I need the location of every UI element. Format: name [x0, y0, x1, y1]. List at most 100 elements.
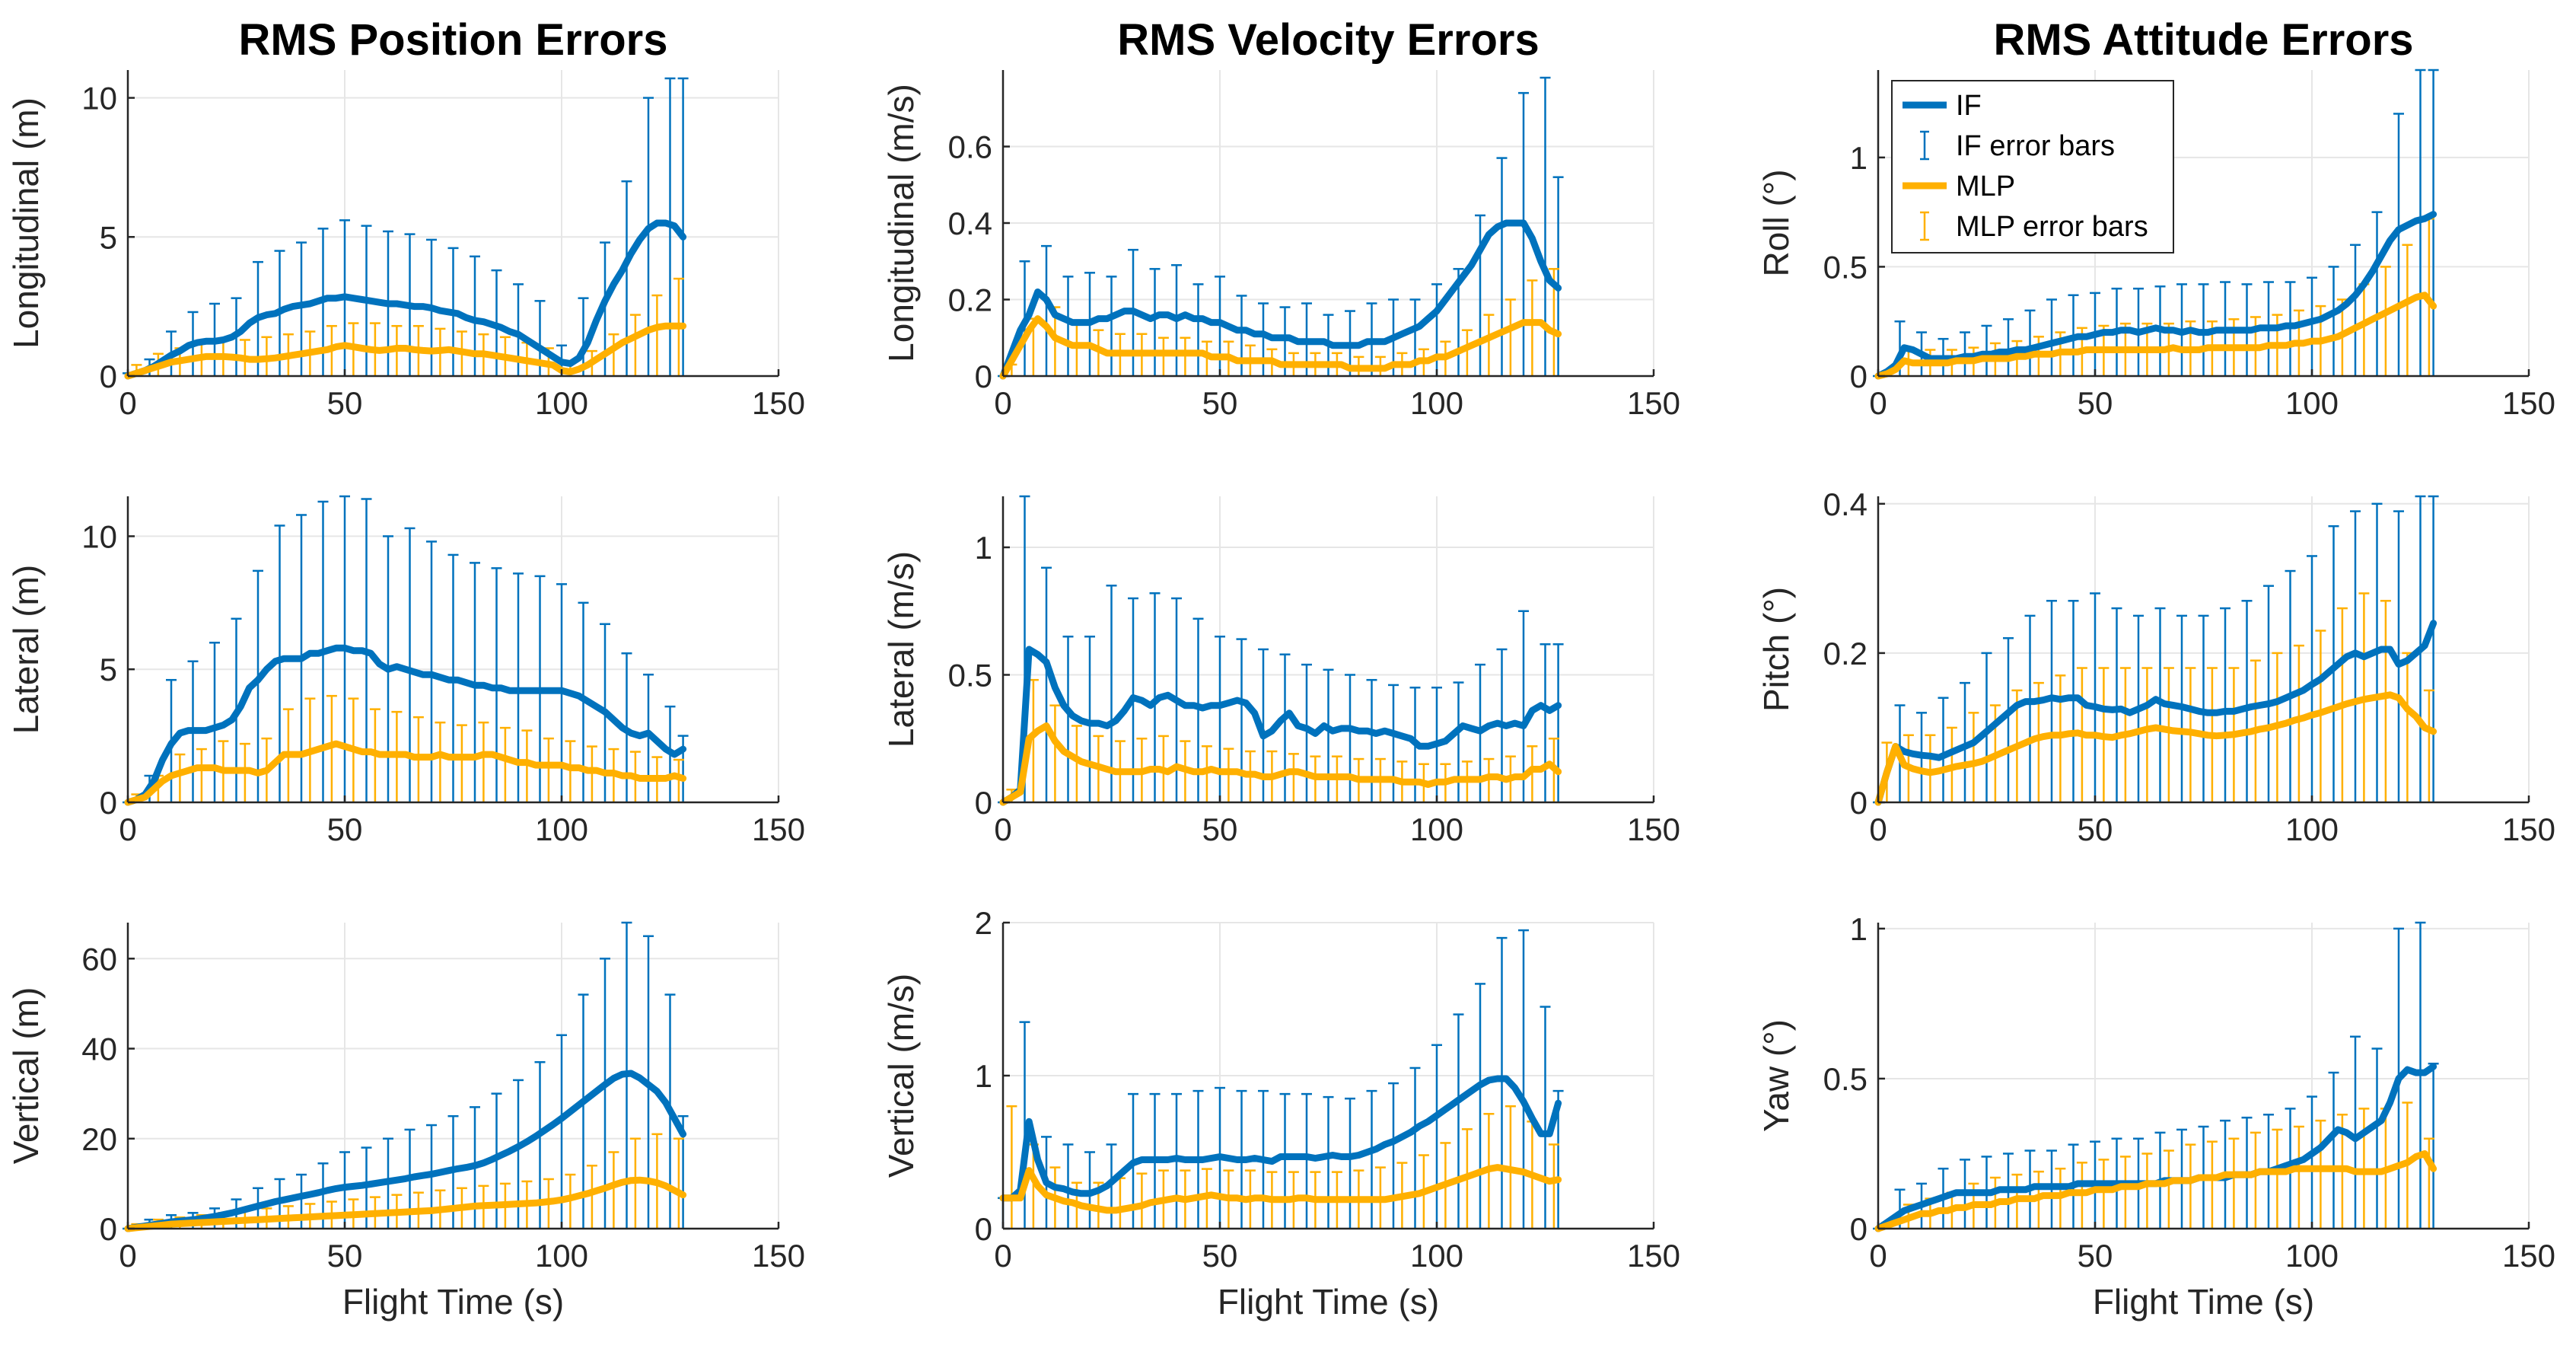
chart-3-x-tick-label: 50 [2078, 385, 2113, 421]
chart-3-x-tick-label: 150 [2502, 385, 2555, 421]
chart-4-x-tick-label: 150 [752, 811, 805, 847]
chart-6-series-mlp [1874, 691, 2437, 806]
chart-2-y-tick-label: 0.2 [948, 282, 992, 318]
chart-6-x-tick-label: 0 [1869, 811, 1887, 847]
chart-7-series-mlp [124, 1176, 687, 1232]
chart-9-x-tick-label: 150 [2502, 1238, 2555, 1274]
chart-4-x-tick-label: 100 [535, 811, 588, 847]
chart-2-title: RMS Velocity Errors [1117, 15, 1539, 65]
chart-3-y-tick-label: 0 [1850, 359, 1868, 394]
chart-6-y-tick-label: 0.2 [1823, 636, 1868, 671]
chart-3-y-axis-label: Roll (°) [1756, 169, 1796, 276]
chart-3-series-if [1874, 211, 2437, 380]
chart-1-y-axis-label: Longitudinal (m) [6, 97, 46, 349]
chart-3-y-tick-label: 0.5 [1823, 249, 1868, 285]
chart-2-series-if [999, 219, 1562, 380]
chart-9-x-axis-label: Flight Time (s) [2093, 1282, 2314, 1322]
chart-7-y-tick-label: 40 [81, 1031, 117, 1067]
chart-4-x-tick-label: 0 [119, 811, 136, 847]
chart-7-x-axis-label: Flight Time (s) [342, 1282, 564, 1322]
chart-3-y-tick-label: 1 [1850, 140, 1868, 176]
chart-5-x-tick-label: 100 [1410, 811, 1463, 847]
chart-8: 0 50 100 150 0 1 2 Vertical (m/s) Flight Time (s… [881, 905, 1680, 1322]
chart-8-x-tick-label: 100 [1410, 1238, 1463, 1274]
chart-5-series-mlp [999, 722, 1562, 806]
chart-1-x-tick-label: 50 [327, 385, 363, 421]
chart-5-y-tick-label: 0 [975, 785, 992, 821]
chart-7-x-tick-label: 150 [752, 1238, 805, 1274]
chart-8-y-tick-label: 1 [975, 1058, 992, 1094]
chart-7-y-tick-label: 0 [100, 1211, 117, 1247]
chart-6-y-axis-label: Pitch (°) [1756, 587, 1796, 712]
chart-9-y-tick-label: 1 [1850, 911, 1868, 947]
chart-6-x-tick-label: 50 [2078, 811, 2113, 847]
chart-9-y-tick-label: 0 [1850, 1211, 1868, 1247]
chart-8-x-tick-label: 150 [1627, 1238, 1680, 1274]
chart-3-title: RMS Attitude Errors [1993, 15, 2413, 65]
chart-3: 0 50 100 150 0 0.5 1 Roll (°) RMS Attitude Error… [1756, 15, 2555, 421]
chart-8-series-if [999, 1075, 1562, 1202]
chart-9-x-tick-label: 0 [1869, 1238, 1887, 1274]
chart-7-x-tick-label: 100 [535, 1238, 588, 1274]
chart-2: 0 50 100 150 0 0.2 0.4 0.6 Longitudinal (m/s) RMS… [881, 15, 1680, 421]
chart-2-x-tick-label: 0 [994, 385, 1011, 421]
chart-9-x-tick-label: 50 [2078, 1238, 2113, 1274]
chart-3-series-mlp [1874, 292, 2437, 380]
chart-1-x-tick-label: 100 [535, 385, 588, 421]
chart-5-y-tick-label: 0.5 [948, 658, 992, 693]
chart-8-x-axis-label: Flight Time (s) [1218, 1282, 1439, 1322]
chart-2-x-tick-label: 100 [1410, 385, 1463, 421]
chart-9-series-mlp [1874, 1150, 2437, 1232]
chart-2-series-mlp [999, 315, 1562, 380]
legend-box [1891, 80, 2174, 253]
chart-8-x-tick-label: 50 [1202, 1238, 1238, 1274]
chart-2-y-axis-label: Longitudinal (m/s) [881, 84, 921, 362]
legend-entry-label: IF [1956, 90, 1982, 122]
chart-5-x-tick-label: 0 [994, 811, 1011, 847]
chart-8-y-tick-label: 2 [975, 905, 992, 941]
chart-7-x-tick-label: 0 [119, 1238, 136, 1274]
chart-4-y-tick-label: 5 [100, 652, 117, 687]
chart-1-y-tick-label: 10 [81, 81, 117, 116]
chart-2-x-tick-label: 50 [1202, 385, 1238, 421]
chart-8-x-tick-label: 0 [994, 1238, 1011, 1274]
legend-entry-label: MLP error bars [1956, 211, 2148, 243]
chart-2-y-tick-label: 0 [975, 359, 992, 394]
chart-7-x-tick-label: 50 [327, 1238, 363, 1274]
chart-9: 0 50 100 150 0 0.5 1 Yaw (°) Flight Time (s) [1756, 911, 2555, 1322]
chart-1-y-tick-label: 0 [100, 359, 117, 394]
chart-5-y-axis-label: Lateral (m/s) [881, 551, 921, 748]
chart-4-y-tick-label: 10 [81, 518, 117, 554]
chart-9-y-axis-label: Yaw (°) [1756, 1019, 1796, 1132]
chart-3-x-tick-label: 0 [1869, 385, 1887, 421]
chart-1: 0 50 100 150 0 5 10 Longitudinal (m) RMS Positio… [6, 15, 805, 421]
chart-1-title: RMS Position Errors [239, 15, 668, 65]
chart-7: 0 50 100 150 0 20 40 60 Vertical (m) Flight Time … [6, 921, 805, 1322]
legend-entry-label: IF error bars [1956, 130, 2115, 162]
chart-8-series-mlp [999, 1164, 1562, 1214]
chart-1-series-mlp [124, 322, 687, 380]
chart-6-x-tick-label: 150 [2502, 811, 2555, 847]
chart-4: 0 50 100 150 0 5 10 Lateral (m) [6, 495, 805, 847]
chart-4-series-mlp [124, 740, 687, 806]
chart-1-x-tick-label: 0 [119, 385, 136, 421]
chart-4-series-if [124, 644, 687, 806]
chart-6-series-if [1874, 620, 2437, 806]
chart-7-y-tick-label: 60 [81, 941, 117, 977]
chart-3-x-tick-label: 100 [2285, 385, 2339, 421]
chart-1-y-tick-label: 5 [100, 219, 117, 255]
chart-6-x-tick-label: 100 [2285, 811, 2339, 847]
chart-4-x-tick-label: 50 [327, 811, 363, 847]
chart-4-y-axis-label: Lateral (m) [6, 565, 46, 734]
chart-4-y-tick-label: 0 [100, 785, 117, 821]
chart-7-series-if [124, 1070, 687, 1232]
chart-6-y-tick-label: 0.4 [1823, 486, 1868, 522]
chart-2-y-tick-label: 0.4 [948, 206, 992, 241]
legend-entry-label: MLP [1956, 171, 2015, 202]
chart-7-y-tick-label: 20 [81, 1121, 117, 1157]
chart-5-x-tick-label: 150 [1627, 811, 1680, 847]
chart-2-x-tick-label: 150 [1627, 385, 1680, 421]
chart-5: 0 50 100 150 0 0.5 1 Lateral (m/s) [881, 495, 1680, 847]
chart-8-y-tick-label: 0 [975, 1211, 992, 1247]
